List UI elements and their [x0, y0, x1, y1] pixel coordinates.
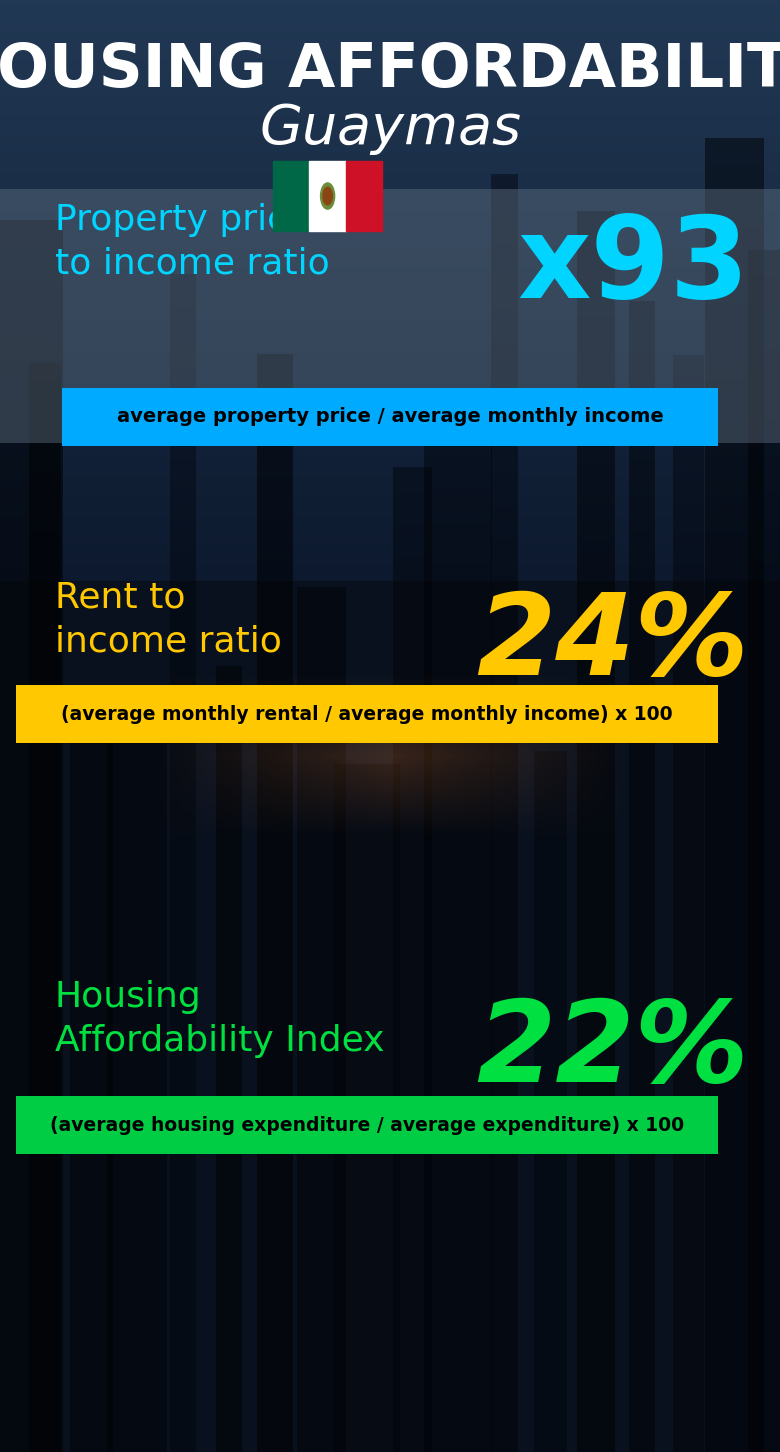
Circle shape: [321, 183, 335, 209]
FancyBboxPatch shape: [0, 189, 780, 443]
Bar: [310, 161, 346, 231]
Text: Housing
Affordability Index: Housing Affordability Index: [55, 980, 384, 1057]
Text: Rent to
income ratio: Rent to income ratio: [55, 581, 282, 658]
Text: Property price
to income ratio: Property price to income ratio: [55, 203, 329, 280]
Circle shape: [323, 187, 332, 205]
Text: Guaymas: Guaymas: [259, 102, 521, 155]
Bar: [346, 161, 382, 231]
Bar: [62, 388, 718, 446]
Text: average property price / average monthly income: average property price / average monthly…: [117, 407, 663, 427]
Bar: [16, 685, 718, 743]
Text: 22%: 22%: [476, 995, 749, 1105]
Text: HOUSING AFFORDABILITY: HOUSING AFFORDABILITY: [0, 41, 780, 100]
Bar: [16, 1096, 718, 1154]
Text: (average monthly rental / average monthly income) x 100: (average monthly rental / average monthl…: [61, 704, 672, 725]
Text: (average housing expenditure / average expenditure) x 100: (average housing expenditure / average e…: [50, 1115, 683, 1135]
Text: 24%: 24%: [476, 588, 749, 698]
Bar: [273, 161, 310, 231]
Text: x93: x93: [517, 211, 749, 321]
